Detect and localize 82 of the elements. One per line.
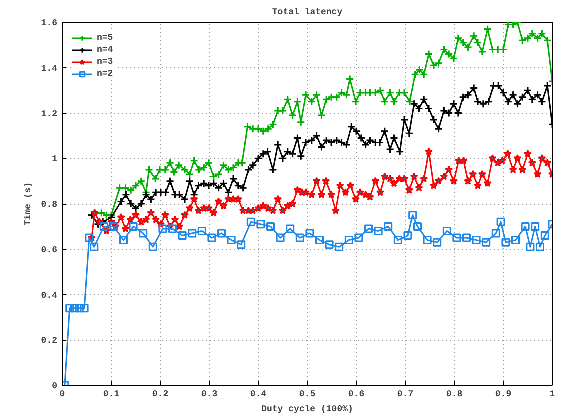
point: [148, 242, 158, 252]
point: [452, 234, 462, 242]
x-tick-label: 0.9: [495, 390, 512, 400]
y-tick-label: 1.6: [41, 18, 58, 28]
x-tick-label: 0.6: [348, 390, 365, 400]
point: [246, 218, 256, 226]
legend-label: n=3: [97, 56, 114, 68]
point: [66, 304, 74, 313]
x-tick-label: 0.5: [299, 390, 316, 400]
point: [335, 242, 344, 252]
x-tick-label: 0.2: [152, 390, 169, 400]
point: [168, 224, 177, 234]
point: [472, 236, 481, 245]
point: [408, 211, 418, 220]
point: [462, 234, 471, 242]
point: [188, 229, 197, 238]
y-tick-label: 1.4: [41, 64, 58, 74]
point: [306, 229, 314, 238]
point: [208, 234, 216, 242]
legend-label: n=4: [97, 44, 114, 56]
point: [536, 242, 544, 252]
point: [139, 229, 148, 238]
point: [354, 234, 364, 242]
x-axis-title: Duty cycle (100%): [262, 404, 354, 414]
point: [325, 240, 334, 250]
point: [227, 236, 236, 245]
point: [80, 304, 89, 313]
y-tick-label: 0.8: [41, 200, 58, 210]
x-tick-label: 0.7: [397, 390, 414, 400]
y-tick-label: 1.2: [41, 109, 58, 120]
point: [364, 224, 373, 234]
point: [256, 220, 266, 229]
point: [526, 242, 535, 252]
legend-label: n=5: [97, 32, 114, 44]
point: [237, 240, 246, 250]
point: [374, 226, 383, 236]
point: [266, 222, 275, 231]
y-tick-label: 0.6: [41, 245, 58, 256]
point: [286, 224, 295, 234]
point: [492, 229, 500, 238]
x-tick-label: 0.3: [201, 390, 218, 400]
point: [394, 236, 402, 245]
point: [70, 304, 79, 313]
x-tick-label: 0: [60, 390, 66, 400]
point: [120, 236, 128, 245]
point: [531, 222, 540, 231]
point: [158, 224, 168, 234]
legend-label: n=2: [97, 68, 114, 80]
point: [384, 222, 393, 231]
point: [344, 236, 354, 245]
point: [198, 226, 206, 236]
point: [129, 222, 138, 231]
point: [218, 229, 226, 238]
point: [276, 234, 285, 242]
point: [442, 226, 452, 236]
point: [404, 232, 412, 240]
y-tick-label: 0.2: [41, 336, 58, 346]
point: [540, 232, 550, 240]
point: [502, 238, 510, 247]
point: [496, 218, 506, 226]
point: [423, 236, 432, 245]
point: [482, 238, 491, 247]
x-tick-label: 0.1: [103, 390, 120, 400]
point: [90, 242, 99, 252]
point: [178, 232, 187, 240]
chart-title: Total latency: [272, 8, 344, 18]
y-tick-label: 0: [52, 382, 58, 392]
y-axis-title: Time (s): [23, 182, 34, 226]
x-tick-label: 0.4: [250, 390, 268, 400]
y-tick-label: 1: [52, 154, 58, 165]
y-tick-label: 0.4: [41, 290, 58, 301]
point: [521, 222, 530, 231]
point: [414, 222, 422, 231]
point: [316, 236, 324, 245]
point: [433, 238, 442, 247]
point: [75, 304, 84, 313]
point: [100, 222, 108, 231]
point: [85, 234, 94, 242]
point: [512, 236, 520, 245]
point: [296, 234, 304, 242]
x-tick-label: 1: [550, 390, 556, 400]
x-tick-label: 0.8: [446, 390, 463, 400]
